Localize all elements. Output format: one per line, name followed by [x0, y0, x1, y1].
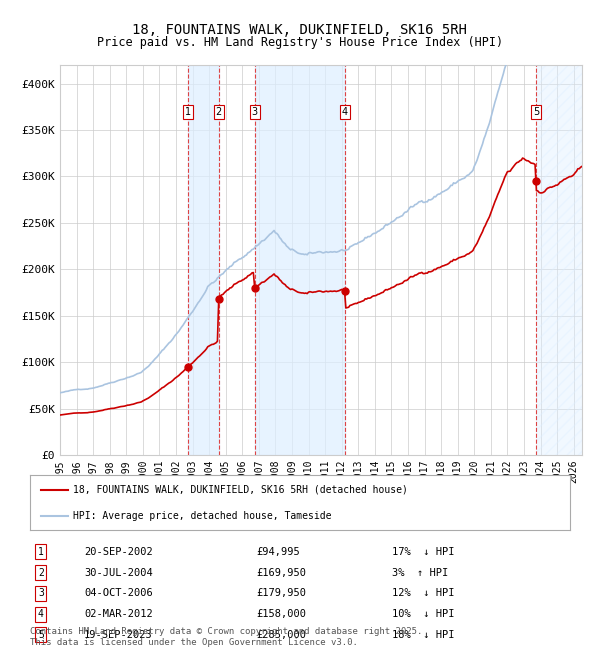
Text: 12%  ↓ HPI: 12% ↓ HPI [392, 588, 454, 598]
Text: Contains HM Land Registry data © Crown copyright and database right 2025.
This d: Contains HM Land Registry data © Crown c… [30, 627, 422, 647]
Text: 20-SEP-2002: 20-SEP-2002 [84, 547, 153, 556]
Text: Price paid vs. HM Land Registry's House Price Index (HPI): Price paid vs. HM Land Registry's House … [97, 36, 503, 49]
Text: 10%  ↓ HPI: 10% ↓ HPI [392, 609, 454, 619]
Text: 30-JUL-2004: 30-JUL-2004 [84, 567, 153, 577]
Text: 2: 2 [38, 567, 44, 577]
Text: £285,000: £285,000 [257, 630, 307, 640]
Text: 02-MAR-2012: 02-MAR-2012 [84, 609, 153, 619]
Text: 3%  ↑ HPI: 3% ↑ HPI [392, 567, 448, 577]
Bar [255, 65, 344, 455]
Text: £169,950: £169,950 [257, 567, 307, 577]
Text: 5: 5 [38, 630, 44, 640]
Text: £94,995: £94,995 [257, 547, 301, 556]
Text: 3: 3 [38, 588, 44, 598]
Bar [536, 65, 582, 455]
Text: 19-SEP-2023: 19-SEP-2023 [84, 630, 153, 640]
Text: 1: 1 [185, 107, 191, 117]
Text: 04-OCT-2006: 04-OCT-2006 [84, 588, 153, 598]
Text: 18%  ↓ HPI: 18% ↓ HPI [392, 630, 454, 640]
Text: 4: 4 [341, 107, 347, 117]
Text: 3: 3 [251, 107, 258, 117]
Text: 1: 1 [38, 547, 44, 556]
Text: £179,950: £179,950 [257, 588, 307, 598]
Text: 4: 4 [38, 609, 44, 619]
Text: 5: 5 [533, 107, 539, 117]
Text: 18, FOUNTAINS WALK, DUKINFIELD, SK16 5RH: 18, FOUNTAINS WALK, DUKINFIELD, SK16 5RH [133, 23, 467, 37]
Text: 17%  ↓ HPI: 17% ↓ HPI [392, 547, 454, 556]
Bar [188, 65, 219, 455]
Text: 18, FOUNTAINS WALK, DUKINFIELD, SK16 5RH (detached house): 18, FOUNTAINS WALK, DUKINFIELD, SK16 5RH… [73, 485, 408, 495]
Text: £158,000: £158,000 [257, 609, 307, 619]
Text: 2: 2 [215, 107, 222, 117]
Text: HPI: Average price, detached house, Tameside: HPI: Average price, detached house, Tame… [73, 511, 332, 521]
